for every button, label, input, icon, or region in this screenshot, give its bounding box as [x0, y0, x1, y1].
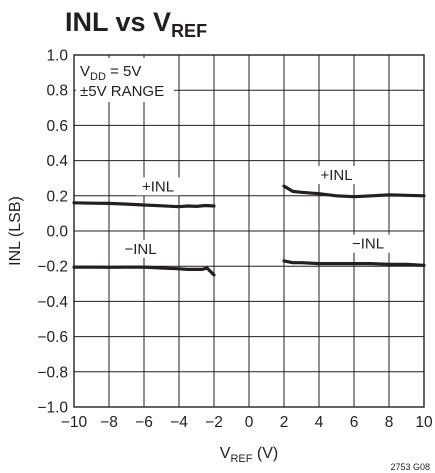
- minus-inl-negative-line: [72, 265, 216, 277]
- y-tick-label: 0.6: [46, 118, 68, 135]
- x-tick-label: 0: [245, 414, 254, 431]
- y-tick-label: −1.0: [37, 400, 68, 417]
- y-tick-label: 0.8: [46, 83, 68, 100]
- x-tick-label: −4: [170, 414, 188, 431]
- x-tick-label: −8: [100, 414, 118, 431]
- x-tick-label: 10: [415, 414, 433, 431]
- annotation-background: [76, 58, 174, 102]
- grid-lines: [74, 55, 424, 407]
- plus-inl-negative-label-background: [136, 177, 180, 196]
- plus-inl-positive-label: +INL: [320, 167, 352, 184]
- plot-frame: [73, 54, 425, 408]
- series-labels: +INL −INL +INL −INL: [118, 165, 390, 258]
- y-tick-label: 1.0: [46, 48, 68, 65]
- x-tick-label: 4: [315, 414, 324, 431]
- x-tick-label: 2: [280, 414, 289, 431]
- minus-inl-negative-label: −INL: [124, 241, 156, 258]
- y-tick-label: −0.2: [37, 259, 68, 276]
- annotation-vdd: V: [80, 63, 90, 80]
- annotation-line-1: VDD = 5V: [80, 63, 141, 83]
- x-tick-label: 6: [350, 414, 359, 431]
- plus-inl-positive-label-background: [314, 165, 359, 184]
- x-axis-label-main: V: [220, 445, 231, 462]
- minus-inl-negative-label-background: [118, 239, 163, 258]
- plus-inl-negative-line: [72, 201, 216, 209]
- supply-annotation: VDD = 5V ±5V RANGE: [76, 58, 174, 102]
- tick-labels: 1.0 0.8 0.6 0.4 0.2 0.0 −0.2 −0.4 −0.6 −0.8 −1.0−1…: [37, 48, 433, 432]
- annotation-vdd-value: = 5V: [106, 63, 141, 80]
- y-tick-label: −0.8: [37, 364, 68, 381]
- x-tick-label: 8: [385, 414, 394, 431]
- y-tick-label: 0.4: [46, 153, 68, 170]
- x-tick-label: −6: [135, 414, 153, 431]
- y-axis-label: INL (LSB): [7, 196, 24, 266]
- y-tick-label: −0.6: [37, 329, 68, 346]
- y-tick-label: 0.2: [46, 188, 68, 205]
- minus-inl-positive-label: −INL: [352, 236, 384, 253]
- annotation-vdd-subscript: DD: [90, 71, 106, 83]
- chart-title-subscript: REF: [171, 21, 207, 41]
- x-tick-label: −10: [61, 414, 88, 431]
- x-axis-label-unit: (V): [252, 445, 278, 462]
- plus-inl-negative-label: +INL: [142, 178, 174, 195]
- x-axis-label-subscript: REF: [230, 453, 252, 465]
- minus-inl-positive-line: [282, 259, 426, 267]
- x-tick-label: −2: [205, 414, 223, 431]
- chart-title-main: INL vs V: [65, 7, 171, 37]
- annotation-line-2: ±5V RANGE: [80, 83, 164, 100]
- figure-id: 2753 G08: [390, 462, 430, 472]
- plus-inl-positive-line: [282, 184, 426, 199]
- x-axis-label: VREF (V): [220, 445, 278, 465]
- y-tick-label: 0.0: [46, 224, 68, 241]
- series-group: [72, 184, 426, 277]
- minus-inl-positive-label-background: [346, 234, 390, 253]
- chart-title: INL vs VREF: [65, 7, 207, 41]
- y-tick-label: −0.4: [37, 294, 68, 311]
